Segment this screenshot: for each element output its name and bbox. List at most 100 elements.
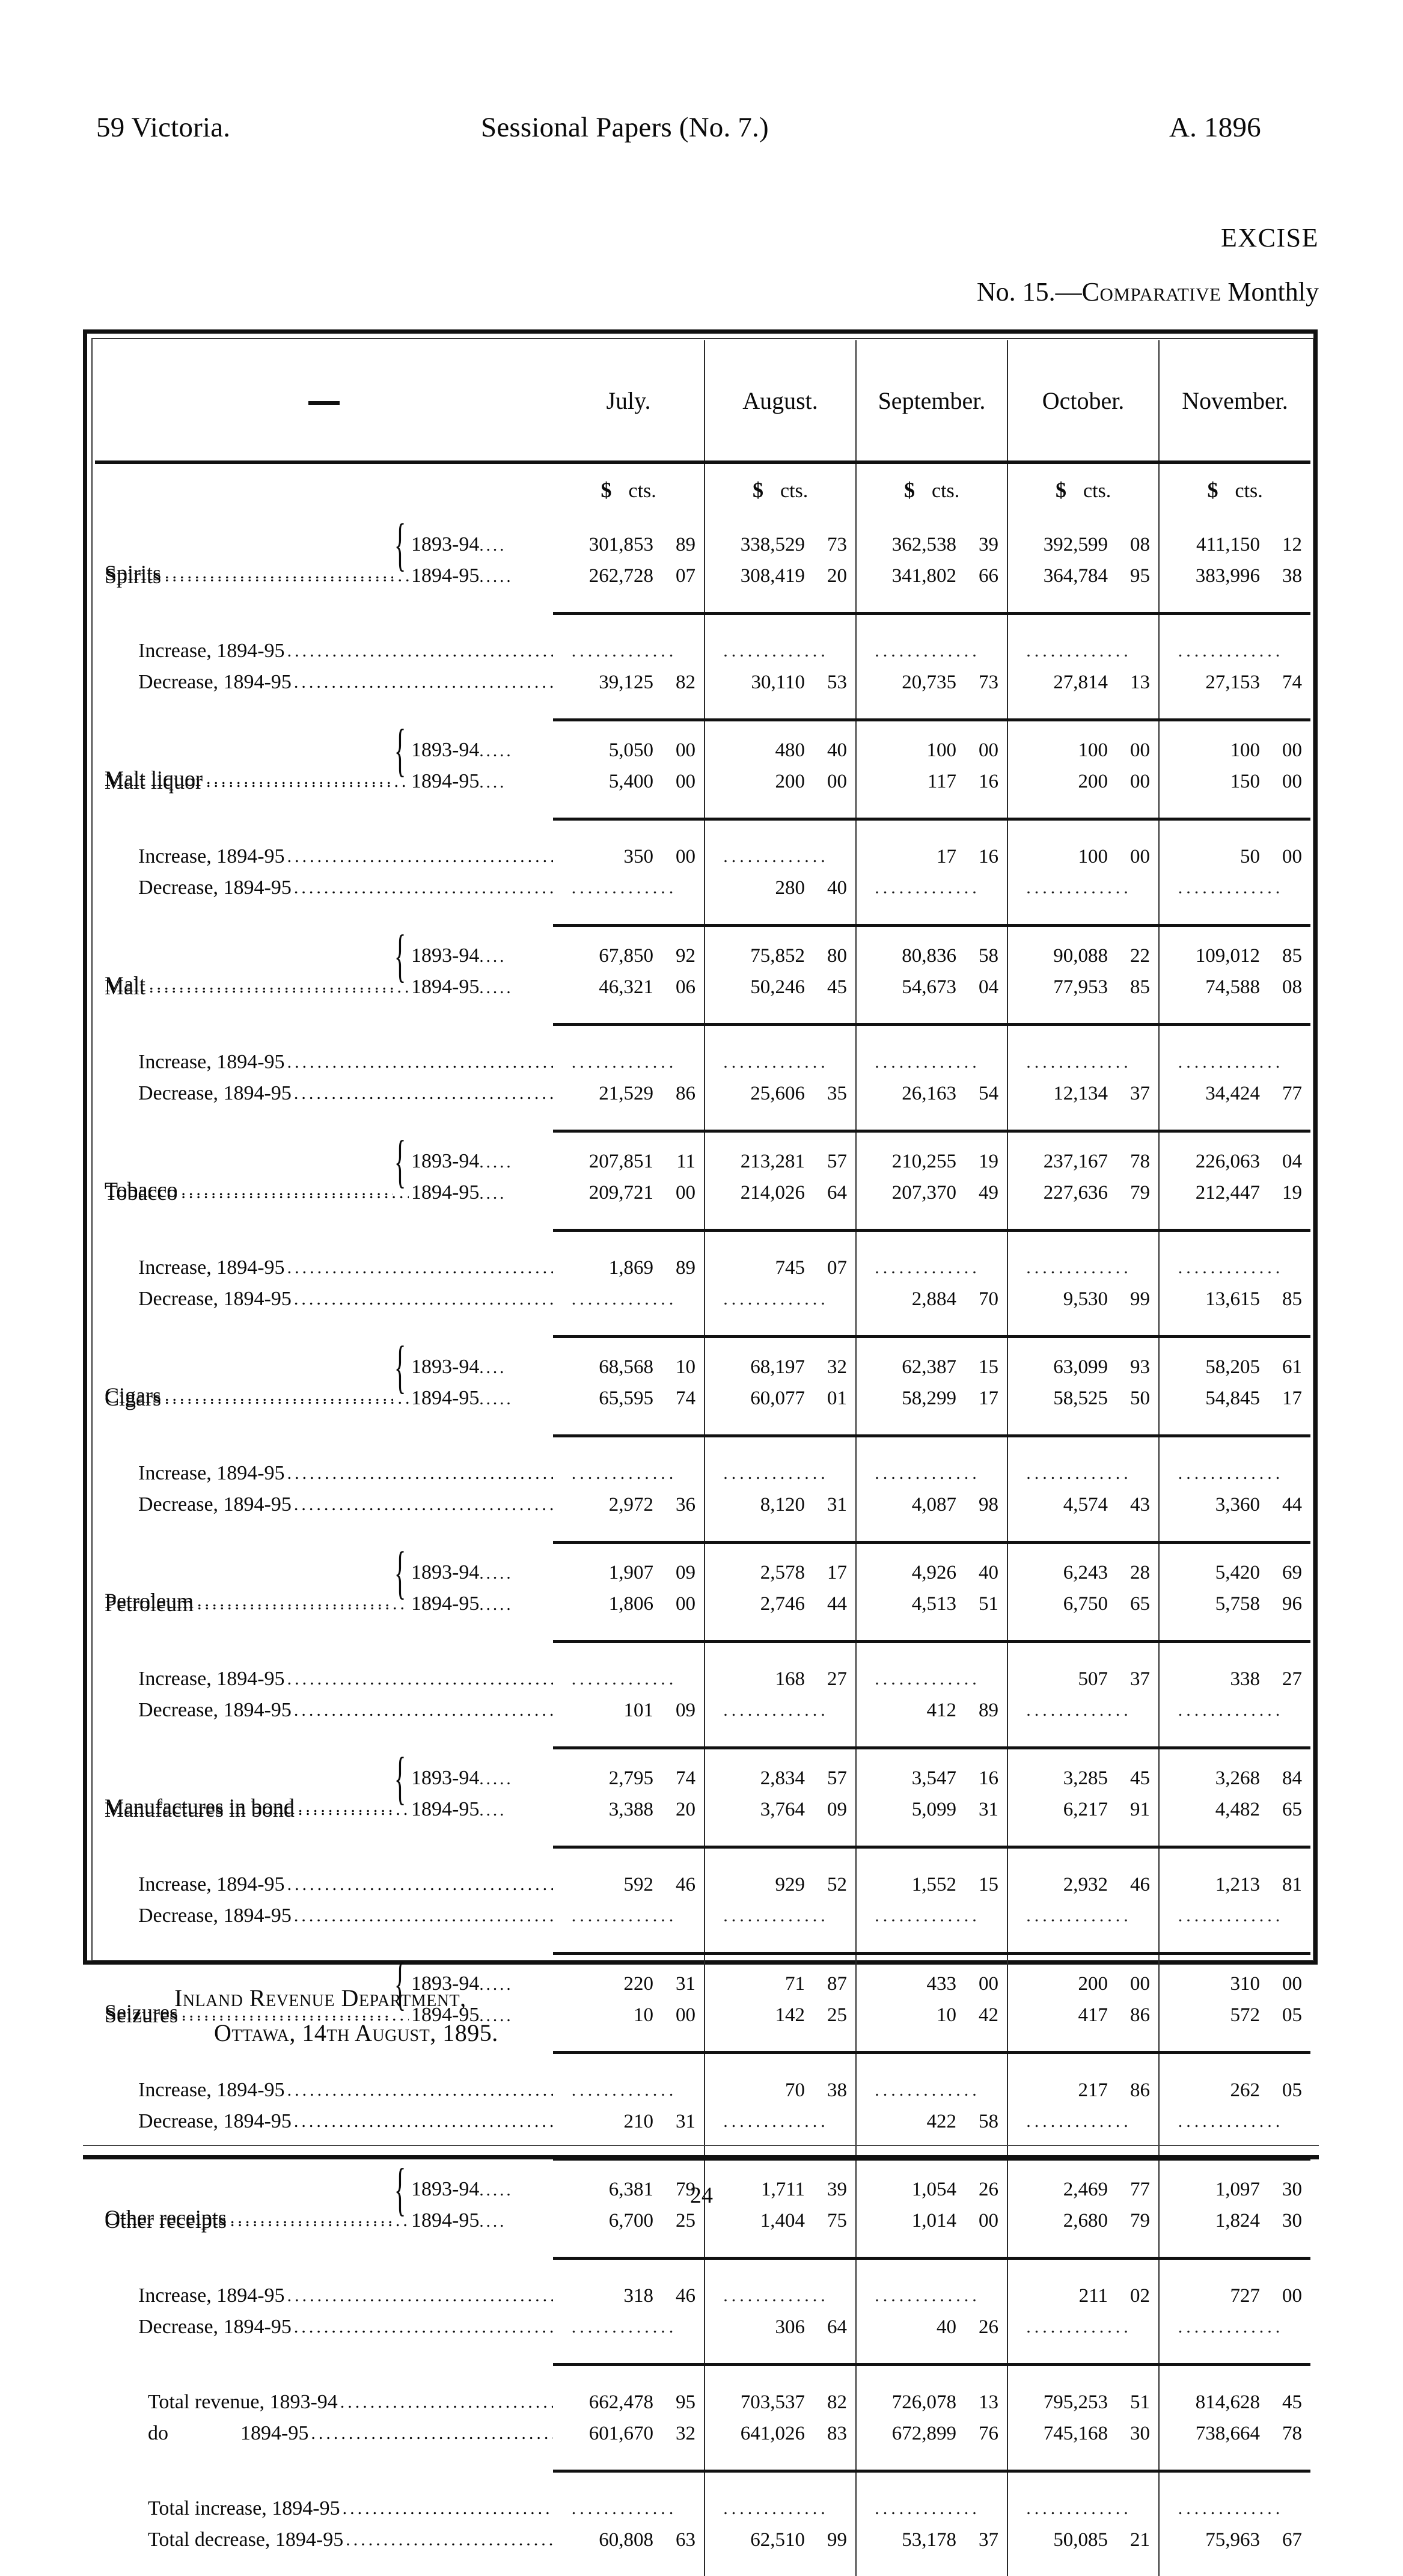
spacer-cell: [553, 720, 705, 735]
commodity-name: Malt: [105, 972, 145, 996]
year-label: 1894-95.....: [411, 1387, 513, 1409]
money-value: 26,163 54: [857, 1083, 1007, 1105]
rule-segment: [1007, 1433, 1159, 1437]
rule-segment: [553, 816, 705, 821]
money-cents: 44: [827, 1592, 847, 1615]
commodity-label: 1893-94....: [105, 1356, 553, 1378]
money-dollars: 814,628: [1195, 2391, 1260, 2413]
commodity-name: Other receipts: [105, 2209, 227, 2233]
money-dollars: 3,388: [608, 1798, 653, 1820]
spacer-cell: [95, 720, 553, 735]
commodity-amount: 117 16: [855, 766, 1007, 797]
commodity-row: 1893-94.....{Malt liquor................…: [95, 720, 1310, 791]
money-dollars: 745,168: [1043, 2422, 1108, 2444]
money-dollars: 40: [937, 2316, 956, 2338]
decrease-label-cell: Decrease, 1894-95.......................…: [95, 1283, 553, 1315]
spacer-cell: [704, 613, 856, 635]
money-value: 21,529 86: [553, 1083, 704, 1105]
total-decrease-amount: 53,178 37: [855, 2524, 1007, 2556]
decrease-amount: 4,574 43: [1007, 1489, 1159, 1520]
spacer-cell: [1007, 1847, 1159, 1869]
money-value: 745,168 30: [1008, 2423, 1158, 2445]
money-value: 62,387 15: [857, 1356, 1007, 1378]
spacer-cell: [704, 1825, 856, 1846]
spacer-cell: [1158, 2471, 1310, 2493]
decrease-amount: 27,814 13: [1007, 667, 1159, 698]
money-value: 12,134 37: [1008, 1083, 1158, 1105]
blank-leader: .............: [571, 1463, 677, 1483]
commodity-label-cell: Cigars..................................…: [95, 1383, 553, 1414]
rule-segment: [1007, 1128, 1159, 1133]
money-cents: 81: [1282, 1873, 1302, 1895]
increase-amount: 318 46: [553, 2280, 705, 2311]
commodity-amount: 3,268 84: [1158, 1763, 1310, 1794]
spacer-cell: [1158, 2137, 1310, 2158]
money-dollars: 168: [775, 1668, 805, 1690]
incdec-label: Decrease, 1894-95.......................…: [105, 1288, 553, 1311]
money-cents: 32: [676, 2422, 695, 2444]
spacer-cell: [95, 592, 553, 612]
money-dollars: 1,097: [1215, 2178, 1260, 2200]
total-decrease-amount: 62,510 99: [704, 2524, 856, 2556]
money-cents: 35: [827, 1082, 847, 1104]
money-cents: 10: [676, 1356, 695, 1378]
blank-leader: .............: [1178, 1463, 1284, 1483]
units-inner: $ cts.: [1023, 477, 1143, 503]
curly-brace-icon: {: [394, 2155, 406, 2222]
increase-label-cell: Increase, 1894-95.......................…: [95, 1047, 553, 1078]
commodity-name: Petroleum: [105, 1592, 194, 1616]
increase-amount: 338 27: [1158, 1663, 1310, 1695]
spacer-cell: [855, 1109, 1007, 1130]
spacer-cell: [1158, 925, 1310, 940]
money-value: 3,547 16: [857, 1767, 1007, 1790]
units-pad: [95, 462, 553, 516]
commodity-amount: 6,217 91: [1007, 1794, 1159, 1825]
money-cents: 17: [827, 1561, 847, 1583]
money-cents: 38: [1282, 564, 1302, 587]
spacer-cell: [553, 2236, 705, 2257]
money-cents: 46: [1130, 1873, 1150, 1895]
rule-segment: [1158, 2050, 1310, 2054]
money-cents: 74: [676, 1387, 695, 1409]
money-cents: 91: [1130, 1798, 1150, 1820]
rule-segment: [553, 923, 705, 927]
year-label: 1893-94.....: [411, 739, 513, 761]
spacer-cell: [1007, 819, 1159, 841]
spacer-cell: [1158, 819, 1310, 841]
money-dollars: 237,167: [1043, 1150, 1108, 1172]
decrease-row: Decrease, 1894-95.......................…: [95, 1489, 1310, 1520]
increase-amount: .............: [704, 1458, 856, 1489]
commodity-amount: 310 00: [1158, 1968, 1310, 1999]
commodity-amount: 6,243 28: [1007, 1557, 1159, 1588]
money-value: 308,419 20: [705, 565, 855, 587]
spacer-cell: [704, 2137, 856, 2158]
money-value: 50,085 21: [1008, 2529, 1158, 2551]
spacer-cell: [704, 698, 856, 718]
decrease-label-cell: Decrease, 1894-95.......................…: [95, 1489, 553, 1520]
commodity-amount: 2,746 44: [704, 1588, 856, 1620]
spacer-cell: [1007, 2236, 1159, 2257]
money-cents: 87: [827, 1972, 847, 1995]
spacer-row: [95, 797, 1310, 818]
rule-segment: [1158, 1228, 1310, 1232]
money-dollars: 68,568: [599, 1356, 653, 1378]
group-rule: [95, 1540, 1310, 1544]
commodity-row: Tobacco.................................…: [95, 1177, 1310, 1208]
blank-leader: .............: [1178, 1906, 1284, 1926]
commodity-label: Cigars..................................…: [105, 1386, 553, 1411]
money-value: 90,088 22: [1008, 945, 1158, 967]
commodity-label: 1893-94.....: [105, 1972, 553, 1995]
money-value: 17 16: [857, 846, 1007, 868]
money-value: 117 16: [857, 771, 1007, 793]
increase-label-cell: Increase, 1894-95.......................…: [95, 2280, 553, 2311]
spacer-cell: [855, 797, 1007, 818]
money-value: 1,014 00: [857, 2210, 1007, 2232]
money-value: 2,884 70: [857, 1288, 1007, 1311]
money-dollars: 2,834: [760, 1767, 805, 1789]
commodity-amount: 2,578 17: [704, 1557, 856, 1588]
rule-segment: [855, 816, 1007, 821]
money-cents: 25: [676, 2209, 695, 2232]
money-cents: 00: [1282, 845, 1302, 867]
footer-rule-thick: [83, 2155, 1319, 2159]
money-cents: 85: [1130, 976, 1150, 998]
